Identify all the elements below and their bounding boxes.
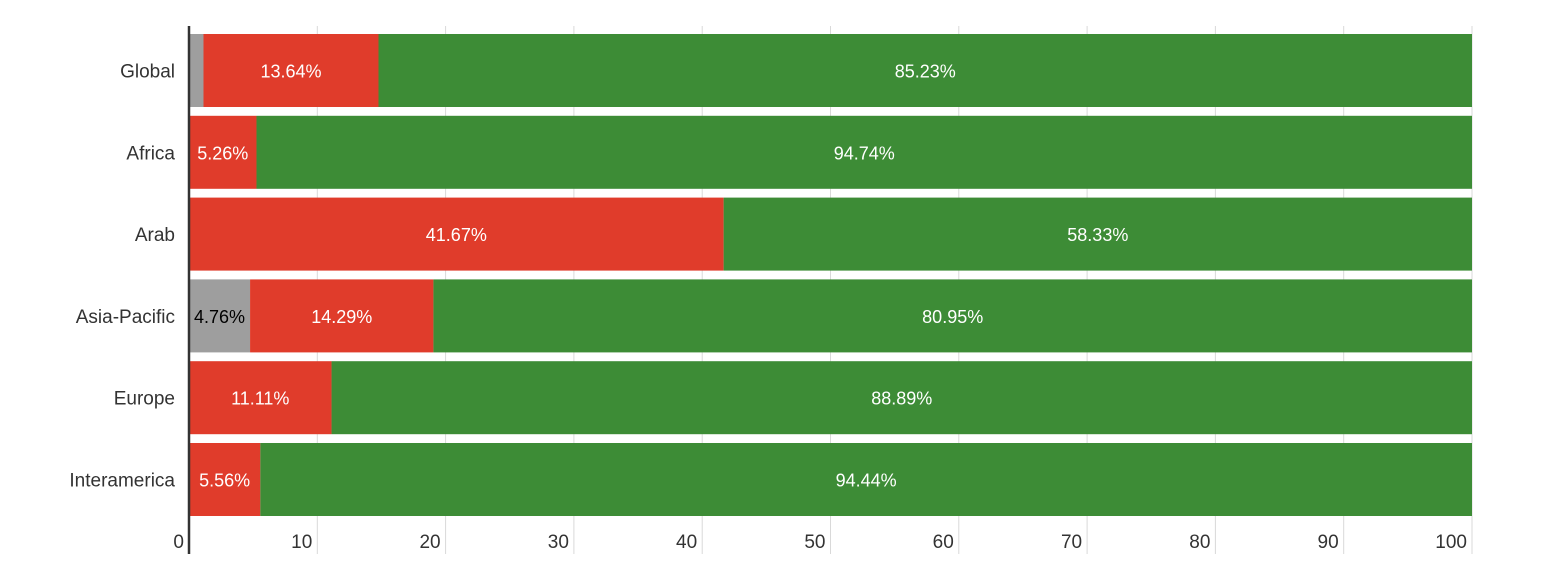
- bars: [189, 34, 1473, 516]
- data-label-arab-2: 58.33%: [1067, 225, 1128, 245]
- category-label-europe: Europe: [114, 389, 175, 410]
- category-label-africa: Africa: [126, 143, 175, 164]
- data-label-interamerica-2: 94.44%: [836, 471, 897, 491]
- bar-segment-global-2: [378, 34, 1472, 107]
- x-axis-tick-labels: 0 10 20 30 40 50 60 70 80 90 100: [173, 532, 1467, 553]
- x-tick-label-100: 100: [1435, 532, 1467, 553]
- data-label-arab-1: 41.67%: [426, 225, 487, 245]
- data-label-global-1: 13.64%: [260, 62, 321, 82]
- x-tick-label-80: 80: [1189, 532, 1210, 553]
- x-tick-label-60: 60: [933, 532, 954, 553]
- x-tick-label-50: 50: [804, 532, 825, 553]
- bar-segment-asia-pacific-1: [250, 279, 434, 353]
- bar-segment-africa-1: [189, 115, 257, 189]
- category-label-global: Global: [120, 62, 175, 83]
- x-tick-label-30: 30: [548, 532, 569, 553]
- data-label-europe-1: 11.11%: [231, 389, 289, 409]
- data-label-africa-2: 94.74%: [834, 143, 895, 163]
- x-tick-label-10: 10: [291, 532, 312, 553]
- data-label-africa-1: 5.26%: [197, 143, 248, 163]
- data-label-asia-pacific-2: 80.95%: [922, 307, 983, 327]
- bar-segment-global-1: [203, 34, 379, 107]
- x-tick-label-0: 0: [173, 532, 184, 553]
- data-label-europe-2: 88.89%: [871, 389, 932, 409]
- category-labels: Global Africa Arab Asia-Pacific Europe Intera…: [69, 62, 175, 492]
- bar-segment-interamerica-1: [189, 443, 261, 516]
- bar-segment-asia-pacific-0: [189, 279, 251, 353]
- data-label-global-2: 85.23%: [895, 62, 956, 82]
- x-tick-label-90: 90: [1318, 532, 1339, 553]
- data-label-interamerica-1: 5.56%: [199, 471, 250, 491]
- category-label-arab: Arab: [135, 225, 175, 246]
- bar-segment-global-0: [189, 34, 204, 107]
- bar-segment-asia-pacific-2: [433, 279, 1472, 353]
- x-tick-label-70: 70: [1061, 532, 1082, 553]
- data-label-asia-pacific-0: 4.76%: [194, 307, 245, 327]
- data-labels: 13.64% 85.23% 5.26% 94.74% 41.67% 58.33% 4.76%…: [194, 62, 1128, 491]
- data-label-asia-pacific-1: 14.29%: [311, 307, 372, 327]
- bar-segment-interamerica-2: [260, 443, 1472, 516]
- x-tick-label-20: 20: [419, 532, 440, 553]
- bar-segment-europe-2: [331, 361, 1473, 435]
- bar-segment-arab-1: [189, 197, 724, 271]
- bar-segment-europe-1: [189, 361, 332, 435]
- x-tick-label-40: 40: [676, 532, 697, 553]
- bar-segment-arab-2: [723, 197, 1472, 271]
- category-label-asia-pacific: Asia-Pacific: [76, 307, 175, 328]
- category-label-interamerica: Interamerica: [69, 471, 175, 492]
- bar-segment-africa-2: [256, 115, 1472, 189]
